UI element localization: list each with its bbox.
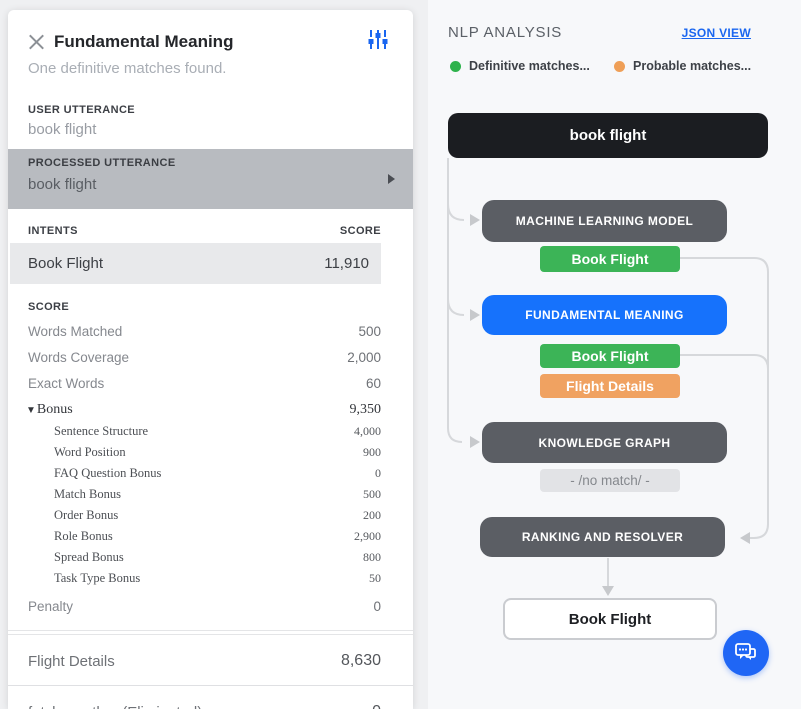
intent-row-book-flight[interactable]: Book Flight 11,910	[10, 243, 381, 284]
score-row-value: 2,000	[347, 350, 381, 365]
intent-name: Book Flight	[28, 255, 104, 272]
user-utterance-label: USER UTTERANCE	[28, 104, 136, 116]
fundamental-meaning-node[interactable]: FUNDAMENTAL MEANING	[482, 295, 727, 335]
score-row-label: Words Matched	[28, 324, 123, 339]
bonus-child-label: Role Bonus	[54, 529, 113, 543]
bonus-child-row: Task Type Bonus 50	[8, 571, 413, 586]
bonus-child-label: Spread Bonus	[54, 550, 124, 564]
bonus-child-value: 4,000	[354, 424, 381, 438]
winning-intent-node: Book Flight	[503, 598, 717, 640]
ml-match-chip[interactable]: Book Flight	[540, 246, 680, 272]
intent-score: 11,910	[324, 255, 369, 272]
legend-item-probable: Probable matches...	[614, 59, 778, 73]
bonus-child-row: FAQ Question Bonus 0	[8, 466, 413, 481]
bonus-child-label: Order Bonus	[54, 508, 119, 522]
flow-connector-lines	[447, 158, 769, 596]
nlp-analysis-panel: NLP ANALYSIS JSON VIEW Definitive matche…	[428, 0, 801, 709]
probable-dot-icon	[614, 60, 625, 72]
penalty-row: Penalty 0	[8, 599, 413, 614]
close-icon[interactable]	[28, 33, 46, 51]
bonus-child-label: Word Position	[54, 445, 126, 459]
legend-label: Probable matches...	[633, 59, 752, 73]
user-utterance-value: book flight	[28, 121, 97, 138]
intent-row-flight-details[interactable]: Flight Details 8,630	[8, 635, 413, 686]
panel-header: Fundamental Meaning	[8, 10, 413, 54]
utterance-node: book flight	[448, 113, 768, 158]
separator	[8, 630, 413, 631]
bonus-child-label: Sentence Structure	[54, 424, 149, 438]
intents-table-header: INTENTS SCORE	[8, 225, 413, 237]
processed-utterance-label: PROCESSED UTTERANCE	[28, 157, 176, 169]
penalty-value: 0	[373, 599, 381, 614]
fundamental-meaning-panel: Fundamental Meaning One definitive match…	[8, 10, 413, 709]
score-row-label: Exact Words	[28, 376, 105, 391]
bonus-child-row: Match Bonus 500	[8, 487, 413, 502]
score-column-label: SCORE	[339, 225, 381, 237]
bonus-toggle[interactable]: ▼Bonus	[26, 402, 73, 418]
bonus-child-value: 0	[375, 466, 381, 480]
bonus-child-label: FAQ Question Bonus	[54, 466, 162, 480]
intent-score: 8,630	[340, 652, 381, 669]
intent-name: Flight Details	[28, 652, 115, 670]
intent-row-fetch-weather[interactable]: fetch weather (Eliminated) 0	[8, 686, 413, 709]
ranking-resolver-node[interactable]: RANKING AND RESOLVER	[480, 517, 725, 557]
score-section-label: SCORE	[28, 301, 70, 313]
bonus-child-row: Spread Bonus 800	[8, 550, 413, 565]
score-row-value: 60	[365, 376, 381, 391]
machine-learning-model-node[interactable]: MACHINE LEARNING MODEL	[482, 200, 727, 242]
penalty-label: Penalty	[28, 599, 74, 614]
json-view-link[interactable]: JSON VIEW	[681, 25, 751, 40]
nlp-analysis-title: NLP ANALYSIS	[448, 24, 563, 41]
bonus-child-value: 800	[363, 550, 381, 564]
intents-column-label: INTENTS	[28, 225, 78, 237]
intent-name: fetch weather (Eliminated)	[28, 704, 202, 709]
bonus-row: ▼Bonus 9,350	[8, 402, 413, 418]
kg-no-match-chip: - /no match/ -	[540, 469, 680, 492]
score-row: Words Coverage 2,000	[8, 350, 413, 365]
bonus-child-row: Role Bonus 2,900	[8, 529, 413, 544]
processed-utterance-box[interactable]: PROCESSED UTTERANCE book flight	[8, 149, 413, 209]
bonus-child-value: 500	[363, 487, 381, 501]
chat-button[interactable]	[723, 630, 769, 676]
bonus-child-value: 50	[369, 571, 381, 585]
score-row: Words Matched 500	[8, 324, 413, 339]
bonus-child-row: Order Bonus 200	[8, 508, 413, 523]
chat-bubbles-icon	[735, 643, 756, 660]
match-summary: One definitive matches found.	[28, 60, 227, 77]
fm-definitive-match-chip[interactable]: Book Flight	[540, 344, 680, 368]
bonus-value: 9,350	[349, 402, 382, 417]
intent-score: 0	[372, 703, 381, 709]
fm-probable-match-chip[interactable]: Flight Details	[540, 374, 680, 398]
expand-arrow-icon[interactable]	[388, 174, 395, 184]
separator	[8, 634, 413, 635]
knowledge-graph-node[interactable]: KNOWLEDGE GRAPH	[482, 422, 727, 463]
bonus-child-value: 200	[363, 508, 381, 522]
processed-utterance-value: book flight	[28, 176, 97, 193]
nlp-analysis-header: NLP ANALYSIS JSON VIEW	[428, 0, 801, 41]
nlp-flow-diagram: NLP ANALYSIS JSON VIEW Definitive matche…	[428, 0, 801, 709]
bonus-child-value: 900	[363, 445, 381, 459]
bonus-child-label: Task Type Bonus	[54, 571, 141, 585]
bonus-child-value: 2,900	[354, 529, 381, 543]
score-row-label: Words Coverage	[28, 350, 130, 365]
legend: Definitive matches... Probable matches..…	[428, 59, 801, 73]
score-row-value: 500	[358, 324, 381, 339]
bonus-child-row: Word Position 900	[8, 445, 413, 460]
bonus-label: Bonus	[36, 402, 73, 417]
legend-label: Definitive matches...	[469, 59, 590, 73]
collapse-triangle-icon: ▼	[26, 405, 36, 416]
bonus-child-row: Sentence Structure 4,000	[8, 424, 413, 439]
score-row: Exact Words 60	[8, 376, 413, 391]
panel-title: Fundamental Meaning	[54, 32, 234, 51]
definitive-dot-icon	[450, 60, 461, 72]
bonus-child-label: Match Bonus	[54, 487, 122, 501]
legend-item-definitive: Definitive matches...	[450, 59, 614, 73]
filter-sliders-icon[interactable]	[367, 30, 389, 54]
